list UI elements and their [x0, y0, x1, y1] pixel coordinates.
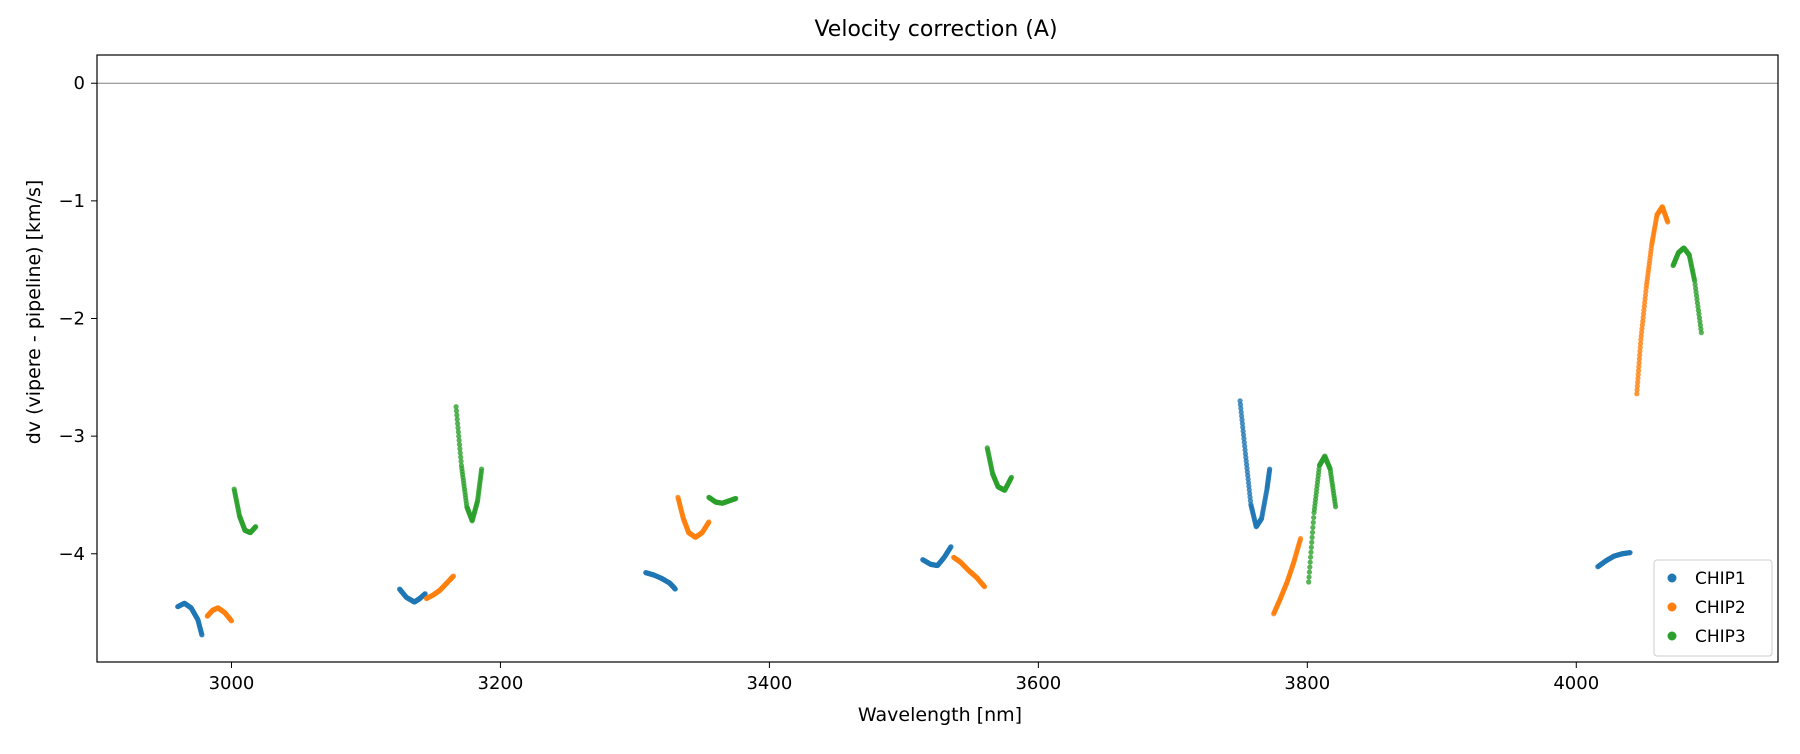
data-point: [1310, 525, 1315, 530]
chart-container: Velocity correction (A) Wavelength [nm] …: [0, 0, 1800, 750]
data-point: [253, 524, 258, 529]
x-axis-title: Wavelength [nm]: [858, 704, 1022, 726]
data-point: [1267, 466, 1272, 471]
x-tick-label: 3400: [746, 673, 792, 694]
data-point: [1665, 219, 1670, 224]
data-point: [1309, 540, 1314, 545]
legend-marker-chip3: [1668, 632, 1677, 641]
data-point: [1627, 550, 1632, 555]
x-tick-label: 3600: [1015, 673, 1061, 694]
data-point: [1310, 535, 1315, 540]
x-tick-label: 3000: [209, 673, 255, 694]
legend-label-chip2: CHIP2: [1695, 598, 1746, 618]
data-point: [1333, 504, 1338, 509]
y-axis-title: dv (vipere - pipeline) [km/s]: [23, 180, 45, 445]
data-point: [673, 586, 678, 591]
plot-frame: [97, 55, 1778, 662]
data-point: [1699, 330, 1704, 335]
data-point: [199, 632, 204, 637]
data-point: [451, 574, 456, 579]
data-point: [1307, 569, 1312, 574]
legend: CHIP1 CHIP2 CHIP3: [1654, 560, 1772, 656]
data-point: [1307, 565, 1312, 570]
data-point: [1309, 545, 1314, 550]
legend-label-chip1: CHIP1: [1695, 569, 1746, 589]
data-point: [982, 584, 987, 589]
data-point: [1306, 574, 1311, 579]
data-point: [733, 496, 738, 501]
data-point: [1310, 530, 1315, 535]
data-point: [1009, 475, 1014, 480]
data-point: [1308, 550, 1313, 555]
data-point: [229, 618, 234, 623]
velocity-correction-chart: Velocity correction (A) Wavelength [nm] …: [0, 0, 1800, 750]
data-point: [948, 544, 953, 549]
legend-label-chip3: CHIP3: [1695, 627, 1746, 647]
data-marks: [97, 83, 1778, 637]
series-chip1: [175, 398, 1633, 637]
data-point: [1308, 560, 1313, 565]
chart-title: Velocity correction (A): [814, 17, 1057, 42]
data-point: [1311, 520, 1316, 525]
x-tick-label: 3800: [1284, 673, 1330, 694]
x-tick-label: 4000: [1553, 673, 1599, 694]
data-point: [479, 466, 484, 471]
axes: 3000 3200 3400 3600 3800 4000 0 −1 −2 −3 −4: [58, 55, 1778, 694]
data-point: [1306, 579, 1311, 584]
data-point: [1298, 536, 1303, 541]
data-point: [706, 519, 711, 524]
legend-marker-chip2: [1668, 603, 1677, 612]
data-point: [1311, 515, 1316, 520]
legend-marker-chip1: [1668, 574, 1677, 583]
y-tick-label: −4: [58, 544, 85, 565]
y-tick-label: 0: [74, 73, 85, 94]
data-point: [1308, 555, 1313, 560]
y-tick-label: −3: [58, 426, 85, 447]
series-chip2: [205, 204, 1671, 623]
x-tick-label: 3200: [478, 673, 524, 694]
series-chip3: [232, 245, 1704, 584]
y-tick-label: −2: [58, 309, 85, 330]
y-tick-label: −1: [58, 191, 85, 212]
